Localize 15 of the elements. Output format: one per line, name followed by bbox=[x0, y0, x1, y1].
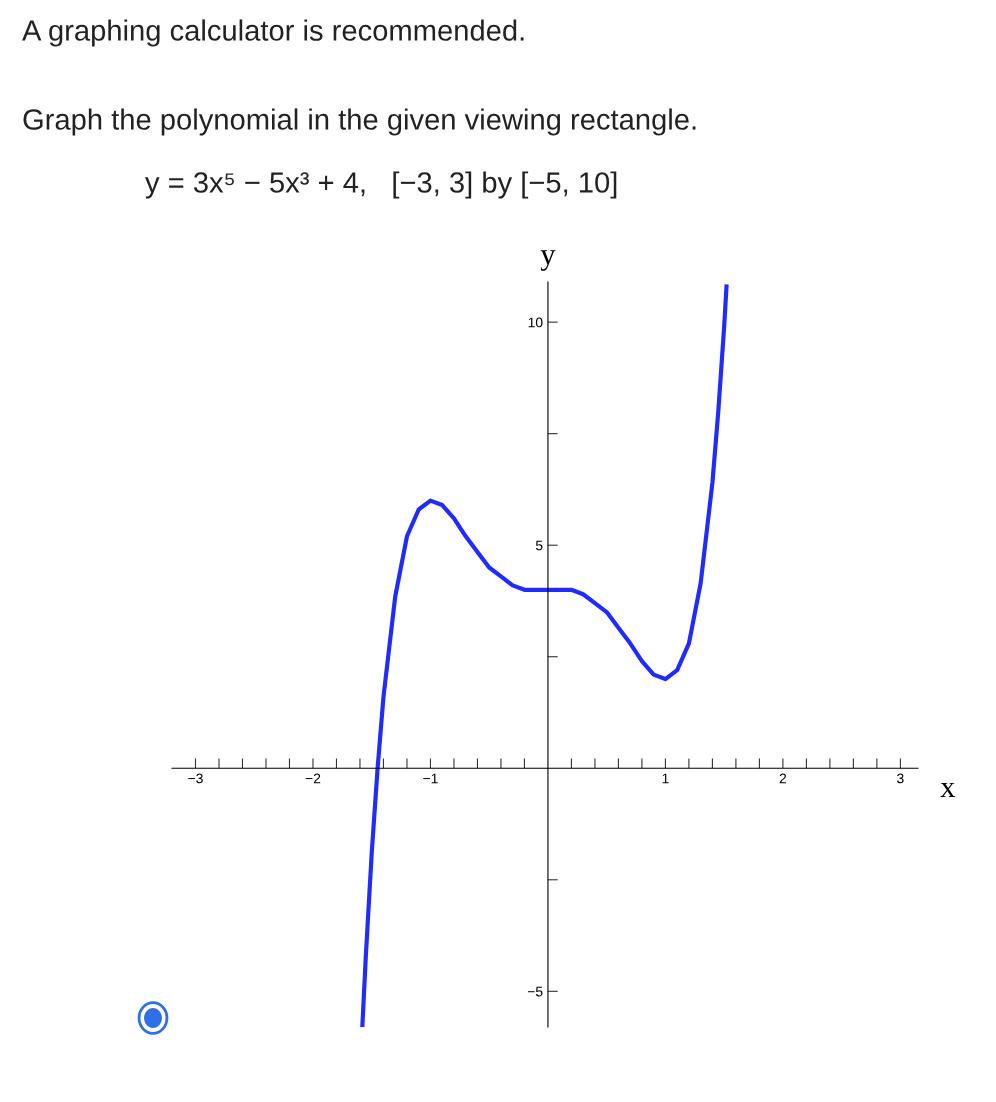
x-tick-label: −1 bbox=[423, 773, 438, 784]
text: A graphing calculator is recommended. bbox=[22, 19, 524, 47]
x-tick-label: 3 bbox=[897, 773, 904, 784]
x-tick-label: 2 bbox=[779, 773, 787, 784]
text: y = 3x⁵ − 5x³ + 4, [−3, 3] by [−5, 10] bbox=[145, 171, 617, 199]
x-tick-label: 1 bbox=[662, 773, 669, 784]
x-axis-title: x bbox=[940, 782, 956, 797]
y-tick-label: −5 bbox=[527, 986, 543, 997]
x-tick-label: −2 bbox=[305, 773, 321, 784]
line-series bbox=[360, 284, 729, 1027]
x-tick-label: −3 bbox=[188, 773, 203, 784]
text: Graph the polynomial in the given viewing rectangle. bbox=[23, 108, 696, 136]
y-tick-label: 10 bbox=[528, 317, 543, 328]
y-tick-label: 5 bbox=[535, 540, 543, 551]
y-axis-title: y bbox=[540, 250, 556, 271]
